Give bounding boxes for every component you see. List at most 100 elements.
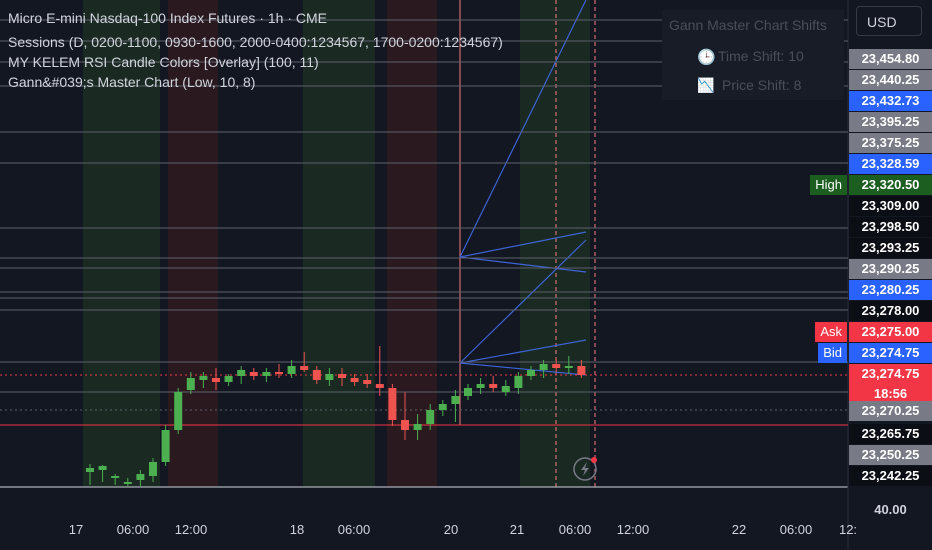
- time-label: 06:00: [779, 522, 813, 537]
- session-band: [303, 0, 375, 487]
- gann-panel: Gann Master Chart Shifts 🕒 Time Shift: 1…: [662, 10, 844, 100]
- candle-body: [401, 420, 409, 430]
- candle-body: [149, 462, 157, 476]
- countdown: 18:56: [873, 386, 908, 401]
- price-text: 23,320.50: [861, 177, 920, 192]
- price-label: 23,320.50: [849, 175, 932, 195]
- candle-body: [249, 372, 258, 376]
- indicator[interactable]: MY KELEM RSI Candle Colors [Overlay] (10…: [8, 54, 319, 70]
- price-label: 23,440.25: [849, 70, 932, 90]
- price-text: 23,328.59: [861, 156, 920, 171]
- candle-body: [338, 374, 346, 378]
- candle-body: [577, 366, 586, 375]
- candle-body: [136, 474, 145, 480]
- indicator[interactable]: Sessions (D, 0200-1100, 0930-1600, 2000-…: [8, 34, 503, 50]
- price-text: 23,293.25: [861, 240, 920, 255]
- candle-body: [489, 384, 498, 388]
- price-text: 23,454.80: [861, 51, 920, 66]
- time-label: 12:00: [174, 522, 208, 537]
- alert-icon[interactable]: [573, 457, 597, 481]
- session-band: [520, 0, 590, 487]
- price-label: 23,280.25: [849, 280, 932, 300]
- price-text: 23,440.25: [861, 72, 920, 87]
- candle-body: [186, 378, 195, 390]
- time-label: 20: [443, 522, 459, 537]
- candle-body: [98, 466, 107, 470]
- time-label: 12:00: [616, 522, 650, 537]
- candle-body: [123, 482, 132, 484]
- time-label: 22: [731, 522, 747, 537]
- price-label: 40.00: [849, 500, 932, 520]
- candle-body: [325, 374, 334, 380]
- price-label: 23,275.00: [849, 322, 932, 342]
- price-label: 23,309.00: [849, 196, 932, 216]
- candle-body: [174, 392, 183, 430]
- price-text: 23,274.75: [861, 345, 920, 360]
- candle-body: [564, 366, 573, 368]
- price-text: 40.00: [874, 502, 907, 517]
- candle-body: [464, 388, 472, 396]
- price-label: 23,274.75: [849, 343, 932, 363]
- time-label: 21: [509, 522, 525, 537]
- panel-title: Gann Master Chart Shifts: [669, 17, 827, 33]
- price-tag: High: [810, 175, 847, 195]
- time-label: 17: [68, 522, 84, 537]
- candle-body: [388, 388, 397, 420]
- price-label: 23,375.25: [849, 133, 932, 153]
- price-label: 23,270.25: [849, 401, 932, 421]
- time-label: 06:00: [558, 522, 592, 537]
- price-label: 23,242.25: [849, 466, 932, 486]
- price-label: 23,293.25: [849, 238, 932, 258]
- time-label: 18: [289, 522, 305, 537]
- candle-body: [312, 370, 321, 380]
- candle-body: [514, 376, 523, 388]
- candle-body: [111, 476, 120, 478]
- candle-body: [86, 468, 94, 472]
- time-shift: Time Shift: 10: [718, 48, 804, 64]
- candle-body: [363, 380, 372, 384]
- candle-body: [539, 364, 548, 370]
- price-text: 23,432.73: [861, 93, 920, 108]
- candle-body: [375, 384, 384, 388]
- chart-icon: 📉: [697, 77, 715, 93]
- price-label: 23,250.25: [849, 445, 932, 465]
- candle-body: [438, 404, 447, 410]
- indicator[interactable]: Gann&#039;s Master Chart (Low, 10, 8): [8, 74, 256, 90]
- price-text: 23,309.00: [861, 198, 920, 213]
- candle-body: [350, 378, 359, 382]
- price-label: 23,328.59: [849, 154, 932, 174]
- currency-button[interactable]: USD: [856, 6, 922, 36]
- price-text: 23,274.75: [861, 366, 920, 381]
- price-text: 23,298.50: [861, 219, 920, 234]
- price-text: 23,375.25: [861, 135, 920, 150]
- price-label: 23,454.80: [849, 49, 932, 69]
- gann-fan: [459, 0, 587, 376]
- price-label: 23,278.00: [849, 301, 932, 321]
- price-text: 23,280.25: [861, 282, 920, 297]
- candle-body: [476, 384, 485, 388]
- price-label: 23,265.75: [849, 424, 932, 444]
- candle-body: [527, 370, 535, 376]
- candle-body: [199, 376, 208, 380]
- price-text: 23,270.25: [861, 403, 920, 418]
- candle-body: [451, 396, 460, 404]
- time-label: 12:: [838, 522, 858, 537]
- candle-body: [501, 386, 510, 392]
- price-tag: Bid: [818, 343, 847, 363]
- price-tag: Ask: [815, 322, 847, 342]
- candle-body: [552, 364, 561, 368]
- candle-body: [212, 378, 220, 382]
- candle-body: [161, 430, 170, 462]
- price-label: 23,298.50: [849, 217, 932, 237]
- candle-body: [300, 366, 309, 370]
- price-text: 23,395.25: [861, 114, 920, 129]
- clock-icon: 🕒: [697, 49, 716, 66]
- time-label: 06:00: [337, 522, 371, 537]
- price-label: 23,395.25: [849, 112, 932, 132]
- candle-body: [224, 376, 233, 382]
- candle-body: [426, 410, 435, 424]
- price-text: 23,242.25: [861, 468, 920, 483]
- price-shift: Price Shift: 8: [722, 77, 802, 93]
